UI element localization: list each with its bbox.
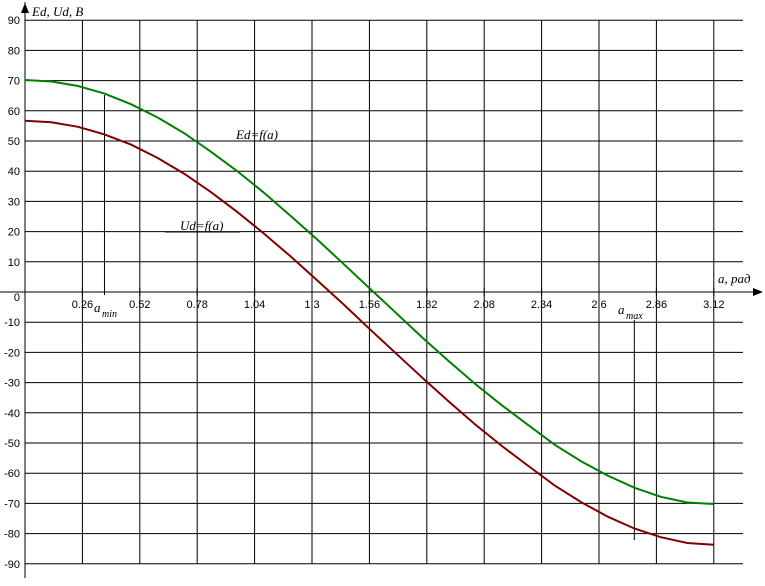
series-line-1 — [24, 119, 714, 546]
y-axis-arrow — [21, 3, 29, 13]
y-tick-label: -70 — [4, 498, 20, 510]
y-tick-label: -60 — [4, 468, 20, 480]
x-axis-arrow — [753, 288, 763, 296]
marker-subscript-max: max — [626, 311, 643, 322]
x-tick-label: 1.04 — [244, 299, 265, 311]
x-tick-label: 1.3 — [304, 299, 319, 311]
x-tick-label: 0.26 — [72, 299, 93, 311]
y-tick-label: 30 — [8, 196, 20, 208]
y-tick-label: 70 — [8, 76, 20, 88]
series-line-0 — [24, 79, 714, 505]
marker-label-min: a — [94, 300, 101, 315]
marker-subscript-min: min — [102, 309, 117, 320]
y-tick-label: 90 — [8, 15, 20, 27]
origin-label: 0 — [14, 292, 20, 304]
y-tick-label: 20 — [8, 227, 20, 239]
series-label-1: Ud=f(a) — [180, 218, 223, 233]
y-tick-label: -30 — [4, 378, 20, 390]
x-tick-label: 2.6 — [591, 299, 606, 311]
y-tick-label: -90 — [4, 559, 20, 571]
x-tick-label: 1.82 — [416, 299, 437, 311]
y-tick-label: -20 — [4, 347, 20, 359]
x-tick-label: 3.12 — [703, 299, 724, 311]
y-tick-label: -50 — [4, 438, 20, 450]
y-tick-label: 10 — [8, 257, 20, 269]
x-tick-label: 0.78 — [186, 299, 207, 311]
y-tick-label: 60 — [8, 106, 20, 118]
marker-label-max: a — [618, 302, 625, 317]
y-tick-label: 40 — [8, 166, 20, 178]
y-tick-label: -40 — [4, 408, 20, 420]
y-tick-label: -80 — [4, 529, 20, 541]
x-axis-label: a, рад — [718, 271, 751, 286]
y-tick-label: 50 — [8, 136, 20, 148]
y-tick-label: 80 — [8, 45, 20, 57]
x-tick-label: 1.56 — [359, 299, 380, 311]
y-tick-label: -10 — [4, 317, 20, 329]
x-tick-label: 2.08 — [473, 299, 494, 311]
y-axis-label: Ed, Ud, B — [31, 4, 83, 19]
x-tick-label: 2.86 — [646, 299, 667, 311]
x-tick-label: 2.34 — [531, 299, 552, 311]
x-tick-label: 0.52 — [129, 299, 150, 311]
series-label-0: Ed=f(a) — [235, 127, 278, 142]
